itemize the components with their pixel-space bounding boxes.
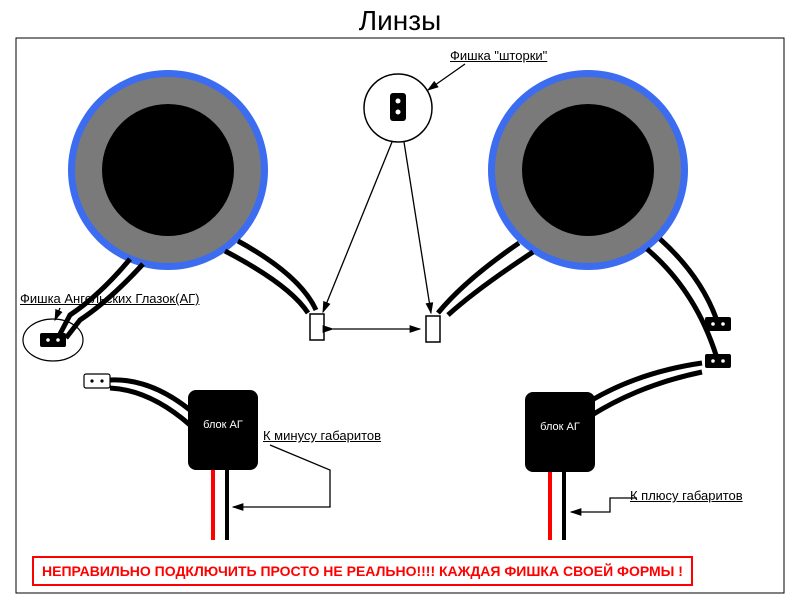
lens-left	[68, 70, 268, 270]
ag-connector-left	[23, 319, 83, 361]
lens-right	[488, 70, 688, 270]
warning-box: НЕПРАВИЛЬНО ПОДКЛЮЧИТЬ ПРОСТО НЕ РЕАЛЬНО…	[32, 556, 693, 586]
block-left-in-connector	[84, 374, 110, 388]
block-right-in-wires	[592, 363, 702, 415]
center-connector-right	[426, 316, 440, 342]
block-left-in-wires	[110, 380, 190, 425]
label-to-plus: К плюсу габаритов	[630, 488, 743, 503]
svg-text:блок АГ: блок АГ	[203, 419, 243, 431]
label-to-minus: К минусу габаритов	[263, 428, 381, 443]
svg-text:блок АГ: блок АГ	[540, 421, 580, 433]
block-ag-right: блок АГ	[525, 392, 595, 472]
ag-connector-right-bot	[705, 354, 731, 368]
block-ag-left: блок АГ	[188, 390, 258, 470]
label-angel-eyes: Фишка Ангельских Глазок(АГ)	[20, 291, 200, 306]
ag-connector-right-top	[705, 317, 731, 331]
label-shutter: Фишка "шторки"	[450, 48, 547, 63]
center-connector-left	[310, 314, 324, 340]
shutter-connector	[364, 74, 432, 142]
